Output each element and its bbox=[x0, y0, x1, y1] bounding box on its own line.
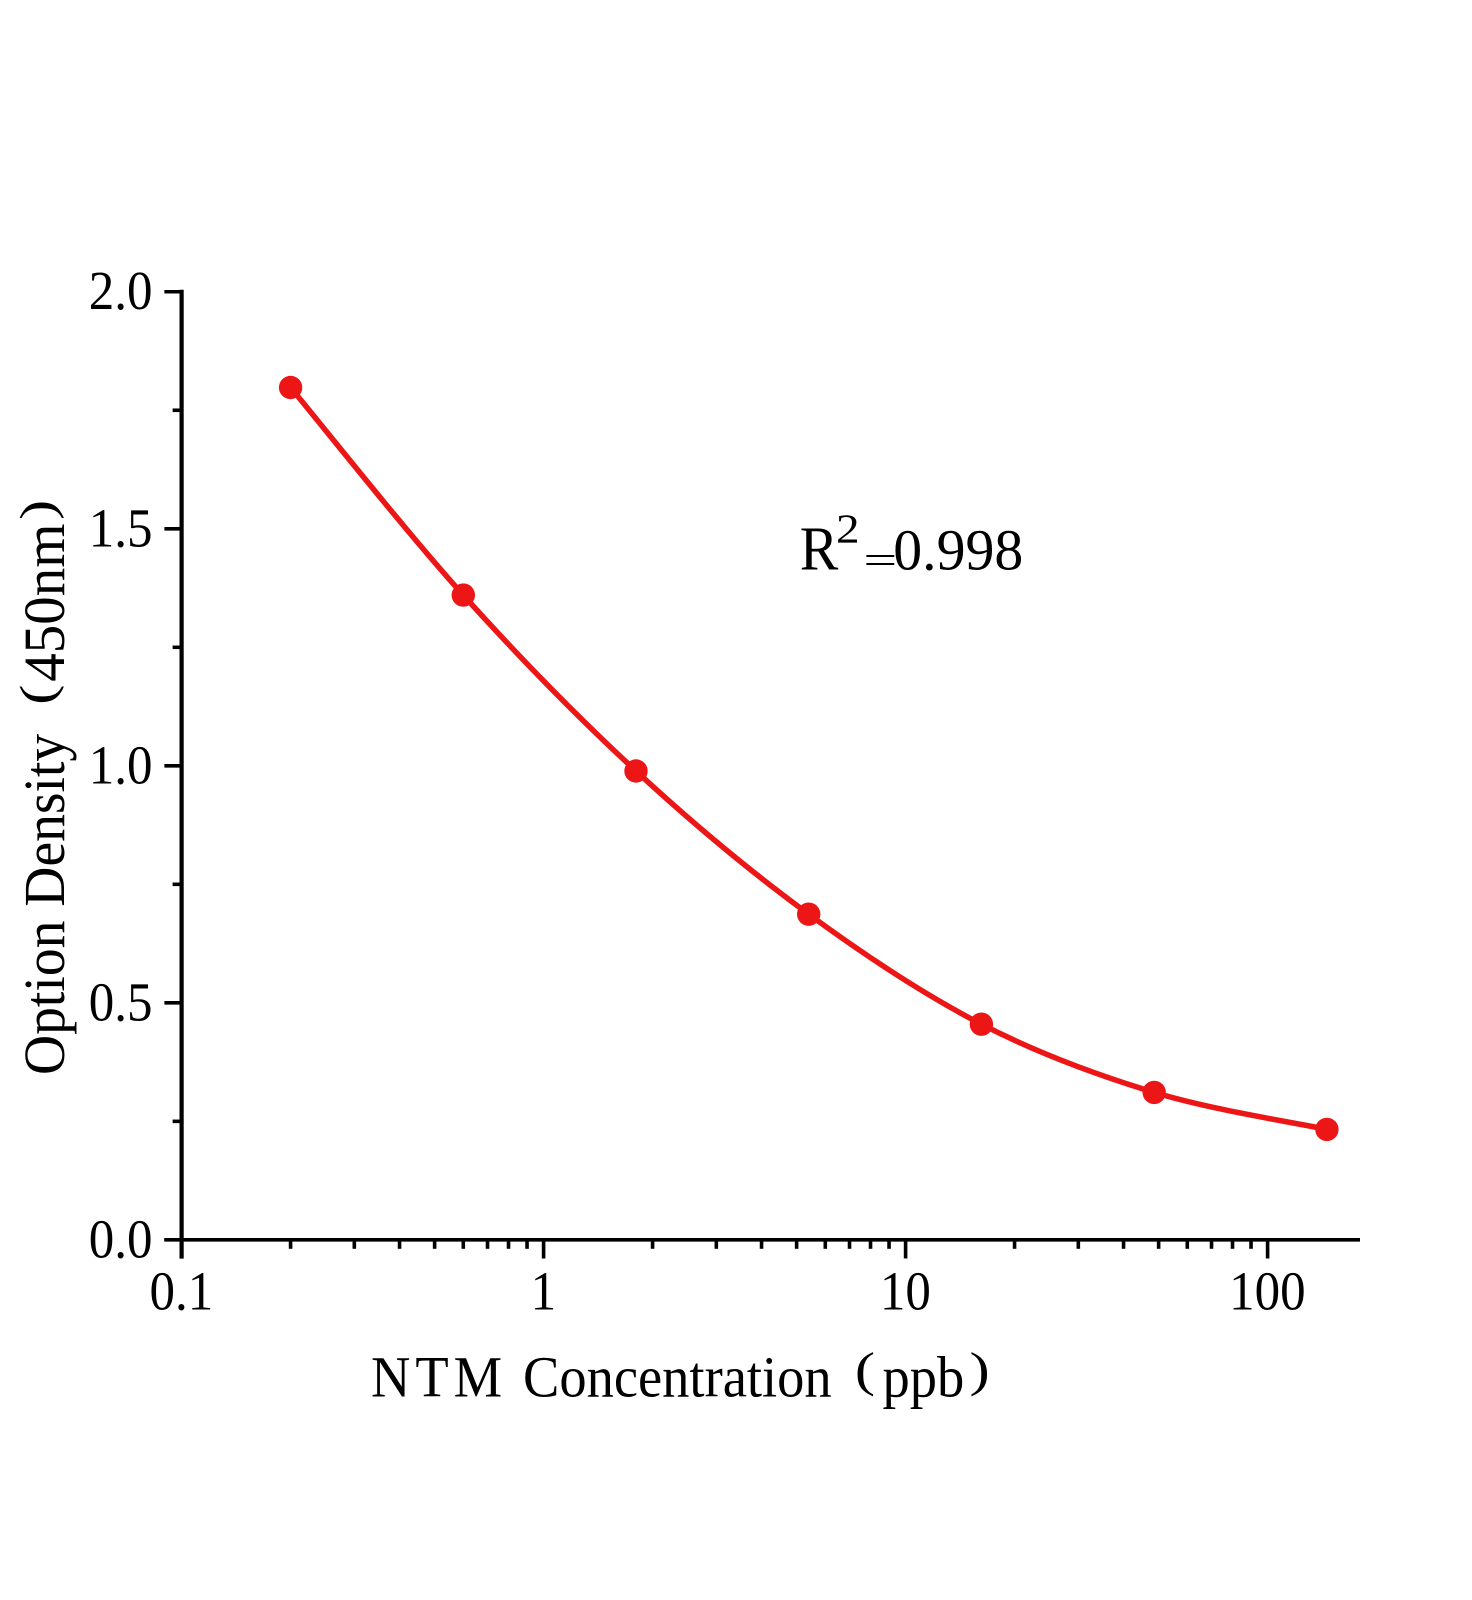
svg-text:100: 100 bbox=[1229, 1262, 1305, 1322]
svg-text:1.0: 1.0 bbox=[89, 736, 153, 796]
svg-text:): ) bbox=[10, 500, 64, 520]
svg-text:0.1: 0.1 bbox=[150, 1262, 214, 1322]
svg-text:1.5: 1.5 bbox=[89, 499, 153, 559]
svg-text:2.0: 2.0 bbox=[89, 262, 153, 322]
svg-text:ppb: ppb bbox=[883, 1346, 965, 1410]
svg-text:=: = bbox=[863, 538, 897, 583]
svg-text:0.0: 0.0 bbox=[89, 1210, 153, 1270]
svg-text:0.5: 0.5 bbox=[89, 973, 153, 1033]
svg-text:(: ( bbox=[855, 1343, 875, 1397]
svg-text:NTM: NTM bbox=[371, 1346, 507, 1410]
svg-text:R: R bbox=[800, 515, 839, 583]
svg-text:(: ( bbox=[10, 684, 64, 704]
svg-text:Concentration: Concentration bbox=[523, 1346, 832, 1410]
svg-text:): ) bbox=[970, 1343, 990, 1397]
svg-text:450nm: 450nm bbox=[13, 523, 76, 681]
svg-text:Option Density: Option Density bbox=[13, 733, 77, 1075]
svg-text:2: 2 bbox=[836, 506, 860, 551]
svg-text:10: 10 bbox=[880, 1262, 931, 1322]
svg-text:0.998: 0.998 bbox=[893, 519, 1023, 582]
svg-text:1: 1 bbox=[531, 1262, 556, 1322]
